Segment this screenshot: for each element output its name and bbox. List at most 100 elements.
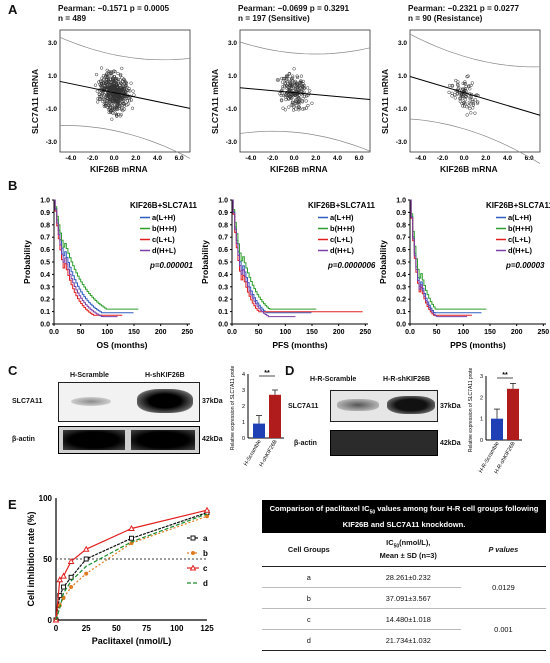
data-point — [453, 93, 457, 97]
data-point — [126, 102, 130, 106]
data-point — [292, 93, 297, 97]
x-tick-label: 100 — [279, 329, 291, 336]
data-point — [95, 89, 99, 93]
x-tick-label: 125 — [200, 624, 214, 633]
data-point — [469, 83, 473, 88]
x-tick-label: 250 — [537, 329, 549, 336]
x-tick-label: -4.0 — [65, 155, 77, 162]
data-point — [289, 83, 293, 88]
data-point — [112, 99, 117, 103]
data-point — [108, 99, 112, 103]
x-tick-label: 4.0 — [153, 155, 162, 162]
y-tick-label: -3.0 — [46, 139, 58, 146]
data-point — [297, 100, 301, 104]
km-p-value: p=0.0000006 — [327, 261, 376, 270]
y-tick-label: 0.0 — [40, 322, 50, 329]
scatter-x-label: KIF26B mRNA — [270, 164, 328, 174]
x-tick-label: 200 — [155, 329, 167, 336]
data-point — [61, 584, 67, 590]
data-point — [114, 99, 118, 103]
y-tick-label: 0.6 — [218, 247, 228, 254]
data-point — [450, 83, 455, 88]
data-point — [125, 99, 130, 103]
km-curve — [54, 199, 118, 318]
data-point — [122, 77, 126, 82]
data-point — [283, 108, 287, 112]
data-point — [67, 557, 75, 564]
data-point — [287, 79, 292, 84]
ic50-table: Comparison of paclitaxel IC50 values amo… — [262, 500, 546, 651]
col-header: IC50(nmol/L), Mean ± SD (n=3) — [379, 537, 437, 560]
legend-marker — [190, 535, 196, 541]
data-point — [203, 506, 211, 513]
data-point — [105, 96, 109, 100]
data-point — [294, 107, 298, 111]
x-tick-label: 2.0 — [481, 155, 490, 162]
sig-label: ** — [502, 372, 508, 379]
data-point — [118, 73, 123, 78]
data-point — [464, 89, 468, 93]
data-point — [124, 81, 129, 86]
regression-line — [59, 80, 191, 109]
bar — [253, 423, 265, 438]
y-tick-label: 2 — [480, 395, 483, 401]
data-point — [302, 86, 306, 90]
confidence-band-lower — [60, 125, 191, 159]
table-row: c 14.480±1.018 0.001 — [262, 609, 546, 634]
y-axis-label: Probability — [22, 240, 32, 284]
x-tick-label: 4.0 — [333, 155, 342, 162]
y-tick-label: 0.5 — [218, 260, 228, 267]
data-point — [99, 94, 103, 98]
data-point — [130, 106, 135, 110]
p-value: 0.0129 — [460, 566, 546, 610]
data-point — [119, 81, 123, 85]
x-axis-label: Paclitaxel (nmol/L) — [92, 636, 172, 646]
confidence-band-upper — [409, 33, 541, 68]
x-axis-label: OS (months) — [97, 340, 148, 350]
y-tick-label: -3.0 — [396, 139, 408, 146]
km-legend-label: d(H+L) — [330, 246, 354, 255]
data-point — [470, 81, 475, 85]
data-point — [291, 79, 295, 84]
data-point — [299, 80, 303, 85]
data-point — [286, 85, 290, 89]
y-tick-label: 2 — [242, 404, 245, 410]
data-point — [117, 87, 121, 92]
x-tick-label: 150 — [484, 329, 496, 336]
data-point — [205, 514, 209, 519]
data-point — [463, 82, 467, 86]
x-tick-label: 100 — [101, 329, 113, 336]
x-tick-label: 0.0 — [460, 155, 469, 162]
blot-row-label: SLC7A11 — [288, 403, 319, 410]
data-point — [116, 101, 121, 105]
data-point — [107, 110, 111, 115]
km-legend-label: a(L+H) — [330, 213, 354, 222]
x-tick-label: 4.0 — [503, 155, 512, 162]
data-point — [460, 101, 464, 106]
y-tick-label: 0.9 — [218, 210, 228, 217]
data-point — [107, 79, 111, 83]
bar — [491, 418, 503, 440]
data-point — [473, 111, 477, 115]
table-row: d 21.734±1.032 — [262, 630, 546, 651]
scatter-plot-2: Pearman: −0.0699 p = 0.3291 n = 197 (Sen… — [210, 4, 380, 176]
data-point — [459, 93, 464, 97]
y-tick-label: 3 — [480, 374, 483, 380]
blot-row-label: β-actin — [12, 436, 35, 443]
data-point — [103, 86, 107, 90]
data-point — [126, 88, 130, 93]
confidence-band-upper — [239, 41, 371, 55]
blot-col-label: H-R-Scramble — [310, 376, 357, 383]
blot-strip-actin — [330, 430, 438, 456]
data-point — [456, 80, 460, 84]
km-legend-label: c(L+L) — [508, 235, 531, 244]
scatter-stat-title: Pearman: −0.0699 p = 0.3291 — [238, 4, 350, 13]
data-point — [107, 104, 111, 108]
scatter-svg: -4.0 -2.0 0.0 2.0 4.0 6.0 3.0 1.0 -1.0 -3.0 — [46, 29, 191, 162]
bar-chart-d: 3 2 1 0 Relative expression of SLC7A11 prote… — [468, 368, 522, 475]
col-header: Cell Groups — [287, 544, 330, 554]
data-point — [119, 97, 123, 101]
data-point — [295, 82, 300, 86]
y-tick-label: 3.0 — [48, 40, 57, 47]
x-tick-label: 75 — [142, 624, 151, 633]
